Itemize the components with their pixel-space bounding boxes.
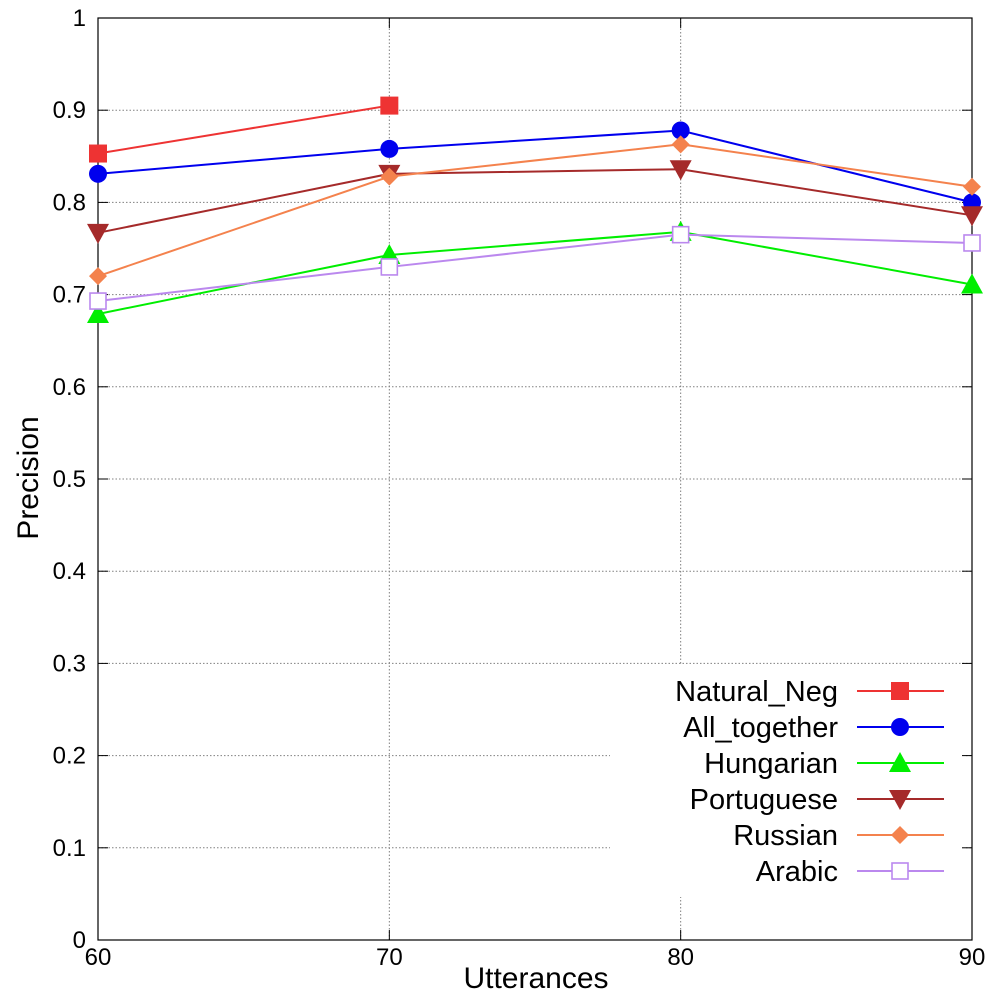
series-portuguese (87, 160, 983, 244)
series-line (97, 168, 973, 234)
series-all-together (89, 121, 981, 212)
series-line (97, 129, 973, 204)
series-layer (87, 96, 983, 323)
legend: Natural_Neg All_together Hungarian Portugue… (675, 676, 944, 888)
y-tick-label: 0.4 (53, 558, 86, 585)
y-tick-label: 0.2 (53, 743, 86, 770)
series-hungarian (87, 220, 983, 323)
legend-item: Arabic (756, 856, 944, 888)
data-point (89, 164, 107, 183)
legend-marker (891, 718, 909, 736)
legend-label: Natural_Neg (675, 676, 838, 708)
series-line (97, 233, 973, 303)
series-arabic (89, 225, 981, 310)
legend-label: All_together (683, 712, 838, 744)
series-natural-neg (89, 96, 399, 163)
data-point (89, 292, 107, 310)
x-axis-label: Utterances (463, 962, 608, 995)
y-tick-label: 0 (73, 927, 86, 954)
data-point (89, 267, 107, 286)
data-point (963, 177, 981, 196)
y-tick-label: 0.5 (53, 466, 86, 493)
series-line (97, 230, 973, 315)
x-tick-label: 70 (376, 944, 403, 971)
data-point (380, 258, 399, 276)
y-tick-label: 0.6 (53, 374, 86, 401)
series-line (97, 143, 973, 278)
axis-ticks (97, 17, 973, 941)
legend-label: Hungarian (704, 748, 838, 780)
data-point (961, 206, 983, 227)
data-point (671, 121, 690, 140)
data-point (669, 160, 692, 181)
y-tick-label: 0.7 (53, 282, 86, 309)
legend-marker (891, 826, 909, 844)
legend-item: Natural_Neg (675, 676, 944, 708)
data-point (963, 234, 981, 252)
legend-label: Russian (733, 820, 838, 852)
data-point (89, 144, 107, 163)
legend-label: Portuguese (690, 784, 838, 816)
y-axis-label: Precision (12, 416, 45, 539)
legend-background (610, 665, 965, 897)
data-point (380, 139, 399, 158)
legend-marker (891, 862, 909, 880)
series-line (97, 104, 390, 155)
legend-item: All_together (683, 712, 944, 744)
y-tick-label: 0.3 (53, 650, 86, 677)
x-tick-label: 80 (667, 944, 694, 971)
y-tick-label: 0.8 (53, 189, 86, 216)
y-axis-tick-labels: 0 0.1 0.2 0.3 0.4 0.5 0.6 0.7 0.8 0.9 1 (53, 5, 86, 954)
data-point (380, 167, 399, 186)
data-point (380, 96, 399, 115)
series-russian (89, 135, 981, 286)
legend-item: Hungarian (704, 748, 944, 780)
legend-label: Arabic (756, 856, 838, 888)
x-tick-label: 90 (959, 944, 986, 971)
legend-marker (889, 752, 911, 772)
data-point (87, 223, 109, 244)
data-point (87, 302, 109, 323)
y-tick-label: 1 (73, 5, 86, 32)
data-point (671, 225, 690, 244)
legend-item: Russian (733, 820, 944, 852)
data-point (961, 273, 983, 294)
y-tick-label: 0.1 (53, 835, 86, 862)
x-axis-tick-labels: 60 70 80 90 (85, 944, 986, 971)
legend-marker (889, 790, 911, 810)
data-point (671, 135, 690, 154)
x-tick-label: 60 (85, 944, 112, 971)
y-tick-label: 0.9 (53, 97, 86, 124)
legend-box (610, 665, 965, 897)
legend-item: Portuguese (690, 784, 944, 816)
legend-marker (891, 682, 909, 700)
